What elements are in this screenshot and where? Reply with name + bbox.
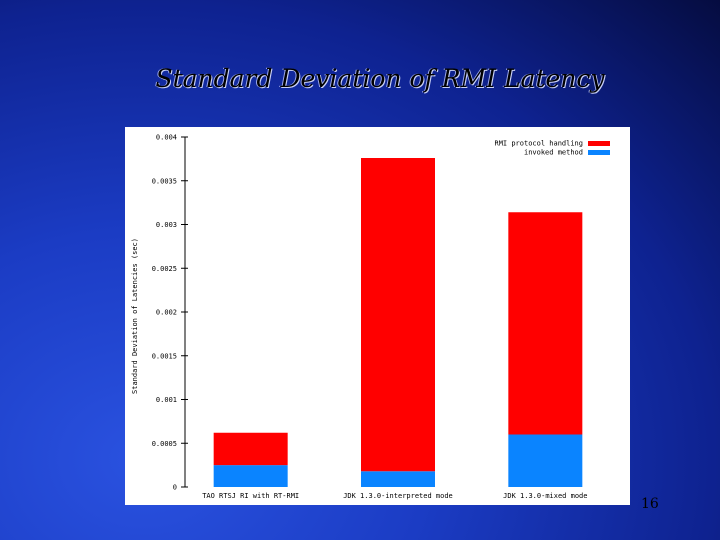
bar-segment [213,432,288,466]
bar-segment [508,212,583,435]
bar-segment [508,434,583,487]
y-tick-label: 0.0005 [152,440,177,448]
legend-swatch [588,141,610,146]
bar-segment [213,465,288,487]
axis-layer: 0 0.0005 0.001 0.0015 0.002 0.0025 0.003 0.0035… [152,134,188,492]
legend-swatch [588,150,610,155]
chart-panel: 0 0.0005 0.001 0.0015 0.002 0.0025 0.003 0.0035… [125,127,630,505]
page-number: 16 [641,496,659,512]
x-category-label: JDK 1.3.0-mixed mode [503,492,587,500]
y-tick-label: 0.001 [156,396,177,404]
y-tick-label: 0.0035 [152,177,177,185]
y-tick-label: 0.0015 [152,352,177,360]
y-tick-label: 0.0025 [152,265,177,273]
bar-segment [361,158,435,472]
y-tick-label: 0.002 [156,309,177,317]
x-category-label: JDK 1.3.0-interpreted mode [343,492,453,500]
legend-label: invoked method [524,149,583,157]
bars-layer: TAO RTSJ RI with RT-RMI JDK 1.3.0-interpr… [202,158,587,500]
bar-chart: 0 0.0005 0.001 0.0015 0.002 0.0025 0.003 0.0035… [131,134,610,500]
y-axis-title: Standard Deviation of Latencies (sec) [131,238,139,394]
x-category-label: TAO RTSJ RI with RT-RMI [202,492,299,500]
y-tick-label: 0.003 [156,221,177,229]
y-tick-label: 0.004 [156,134,177,142]
legend-label: RMI protocol handling [494,140,583,148]
slide-title: Standard Deviation of RMI Latency [155,64,605,93]
y-tick-label: 0 [173,484,177,492]
bar-segment [361,471,435,487]
